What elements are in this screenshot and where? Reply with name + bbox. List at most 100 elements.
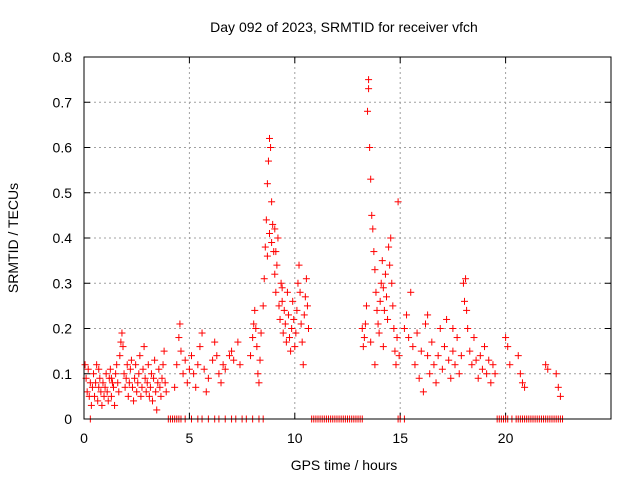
data-point: [426, 370, 434, 378]
data-point: [301, 293, 309, 301]
data-point: [99, 379, 107, 387]
data-point: [365, 76, 373, 84]
data-point: [219, 361, 227, 369]
data-point: [374, 320, 382, 328]
data-point: [171, 383, 179, 391]
data-point: [466, 347, 474, 355]
data-point: [542, 361, 550, 369]
data-point: [282, 338, 290, 346]
data-point: [228, 347, 236, 355]
data-point: [368, 211, 376, 219]
data-point: [296, 288, 304, 296]
data-point: [419, 388, 427, 396]
data-point: [288, 325, 296, 332]
data-point: [117, 338, 125, 346]
data-point: [377, 279, 385, 287]
data-point: [388, 279, 396, 287]
data-point: [460, 297, 468, 305]
data-point: [118, 329, 126, 337]
data-point: [125, 379, 133, 387]
data-point: [271, 225, 279, 233]
chart-title: Day 092 of 2023, SRMTID for receiver vfc…: [210, 19, 478, 35]
data-point: [294, 279, 302, 287]
data-point: [424, 311, 432, 319]
data-point: [124, 392, 132, 400]
data-point: [358, 325, 366, 332]
data-point: [252, 325, 260, 332]
data-point: [267, 144, 275, 151]
y-axis-label: SRMTID / TECUs: [5, 183, 21, 293]
data-point: [361, 320, 369, 328]
data-point: [371, 266, 379, 274]
data-point: [432, 379, 440, 387]
data-point: [413, 329, 421, 337]
data-point: [271, 270, 279, 278]
data-point: [464, 325, 472, 332]
data-point: [88, 383, 96, 391]
data-point: [138, 383, 146, 391]
data-point: [135, 370, 143, 378]
data-point: [478, 365, 486, 373]
x-axis-label: GPS time / hours: [291, 457, 398, 473]
data-point: [173, 361, 181, 369]
data-point: [202, 388, 210, 396]
data-point: [98, 401, 106, 409]
data-point: [97, 388, 105, 396]
data-point: [364, 107, 372, 115]
data-point: [217, 379, 225, 387]
data-point: [176, 320, 184, 328]
data-point: [181, 356, 189, 364]
data-point: [179, 370, 187, 378]
data-point: [459, 279, 467, 287]
data-point: [468, 361, 476, 369]
data-point: [153, 406, 161, 414]
data-point: [554, 383, 562, 391]
data-point: [367, 338, 375, 346]
data-point: [160, 347, 168, 355]
data-point: [400, 325, 408, 332]
data-point: [453, 334, 461, 342]
data-point: [236, 361, 244, 369]
data-point: [438, 365, 446, 373]
data-point: [121, 383, 129, 391]
data-point: [275, 302, 283, 310]
data-point: [268, 239, 276, 247]
data-point: [297, 320, 305, 328]
data-point: [141, 374, 149, 382]
x-tick-label: 15: [392, 430, 408, 446]
data-point: [449, 325, 457, 332]
data-point: [305, 325, 313, 332]
data-point: [96, 374, 104, 382]
data-point: [211, 338, 219, 346]
data-point: [114, 379, 122, 387]
data-point: [200, 365, 208, 373]
data-point: [192, 383, 200, 391]
data-point: [119, 343, 127, 351]
data-point: [142, 388, 150, 396]
data-point: [403, 311, 411, 319]
data-point: [130, 397, 138, 405]
y-tick-label: 0.2: [53, 321, 73, 337]
data-point: [556, 392, 564, 400]
data-point: [150, 374, 158, 382]
data-point: [472, 356, 480, 364]
data-point: [266, 134, 274, 142]
data-point: [123, 361, 131, 369]
data-point: [375, 329, 383, 337]
x-tick-label: 5: [186, 430, 194, 446]
data-point: [395, 352, 403, 360]
data-point: [132, 361, 140, 369]
data-point: [95, 383, 103, 391]
data-point: [110, 383, 118, 391]
data-point: [152, 388, 160, 396]
data-point: [483, 370, 491, 378]
data-point: [139, 365, 147, 373]
data-point: [366, 144, 374, 151]
data-point: [273, 261, 281, 269]
data-point: [470, 334, 478, 342]
y-tick-label: 0: [64, 411, 72, 427]
data-point: [126, 365, 134, 373]
data-point: [157, 392, 165, 400]
data-point: [415, 374, 423, 382]
plot-frame: [83, 56, 612, 420]
